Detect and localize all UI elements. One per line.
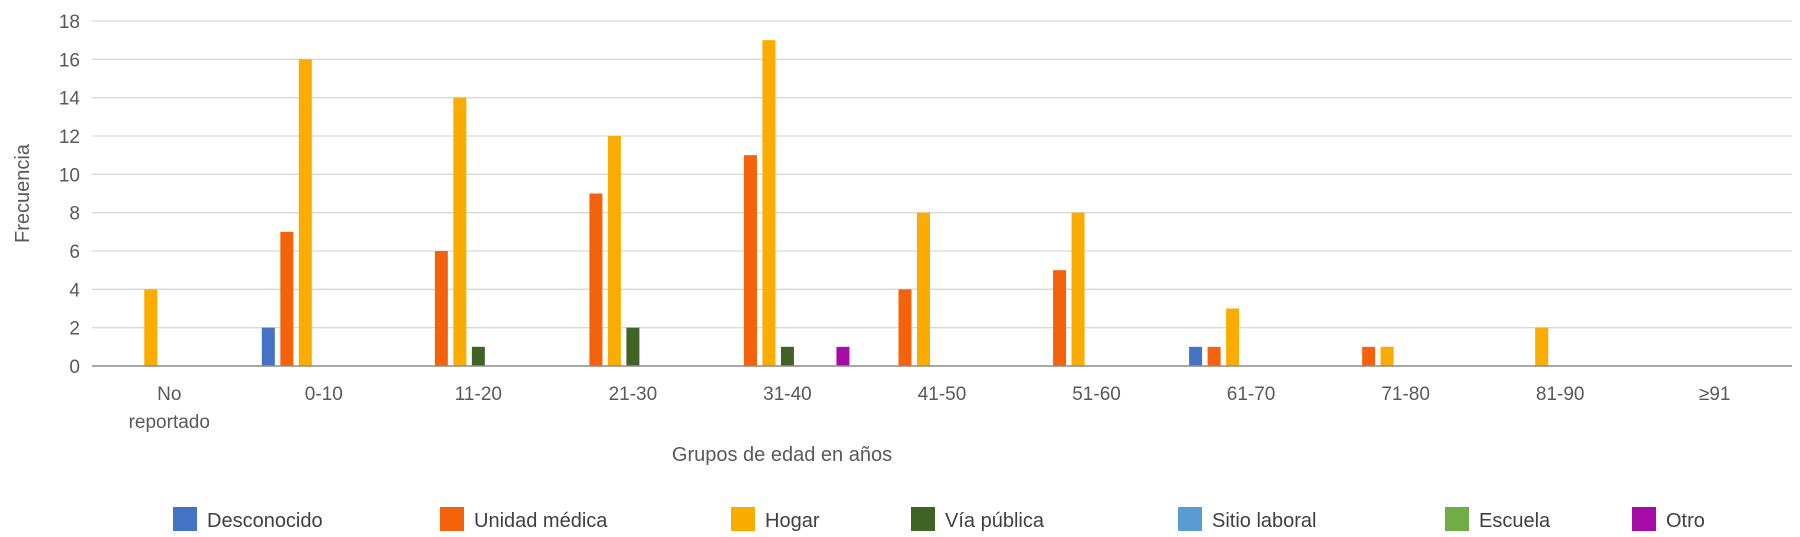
x-tick-label: 11-20 bbox=[455, 384, 502, 405]
bar-vía-pública bbox=[780, 346, 794, 366]
bar-unidad-médica bbox=[743, 155, 757, 366]
gridlines bbox=[92, 20, 1792, 329]
x-tick-label: reportado bbox=[129, 412, 210, 433]
legend-swatch bbox=[911, 507, 935, 531]
x-tick-label: 21-30 bbox=[609, 384, 658, 405]
y-axis-ticks: 0 2 4 6 8 10 12 14 16 18 bbox=[59, 12, 81, 378]
bar-hogar bbox=[144, 289, 158, 366]
y-tick-label: 12 bbox=[59, 127, 80, 148]
bar-hogar bbox=[298, 59, 312, 366]
y-tick-label: 14 bbox=[59, 89, 81, 110]
bar-hogar bbox=[453, 97, 467, 367]
y-tick-label: 18 bbox=[59, 12, 80, 33]
bar-hogar bbox=[1380, 346, 1394, 366]
bar-hogar bbox=[607, 136, 621, 366]
legend-label: Unidad médica bbox=[474, 510, 608, 532]
legend-label: Vía pública bbox=[945, 510, 1045, 532]
bar-desconocido bbox=[1189, 346, 1203, 366]
bar-unidad-médica bbox=[1362, 346, 1376, 366]
bar-unidad-médica bbox=[434, 251, 448, 366]
legend-label: Sitio laboral bbox=[1212, 510, 1317, 532]
x-tick-label: 71-80 bbox=[1381, 384, 1430, 405]
legend-swatch bbox=[1445, 507, 1469, 531]
x-tick-label: 41-50 bbox=[918, 384, 967, 405]
bar-vía-pública bbox=[626, 327, 640, 366]
legend-label: Hogar bbox=[765, 510, 820, 532]
bars bbox=[144, 40, 1549, 367]
y-tick-label: 16 bbox=[59, 50, 80, 71]
bar-hogar bbox=[762, 40, 776, 367]
legend-label: Escuela bbox=[1479, 510, 1551, 532]
bar-unidad-médica bbox=[1053, 270, 1067, 366]
legend-label: Desconocido bbox=[207, 510, 323, 532]
legend-label: Otro bbox=[1666, 510, 1705, 532]
bar-desconocido bbox=[261, 327, 275, 366]
bar-hogar bbox=[1071, 212, 1085, 366]
bar-unidad-médica bbox=[1207, 346, 1221, 366]
x-tick-label: 31-40 bbox=[763, 384, 812, 405]
y-tick-label: 4 bbox=[69, 280, 80, 301]
bar-otro bbox=[836, 346, 850, 366]
bar-unidad-médica bbox=[589, 193, 603, 366]
x-tick-label: ≥91 bbox=[1699, 384, 1731, 405]
legend-swatch bbox=[1632, 507, 1656, 531]
legend-swatch bbox=[1178, 507, 1202, 531]
bar-vía-pública bbox=[471, 346, 485, 366]
y-tick-label: 2 bbox=[69, 319, 80, 340]
legend: Desconocido Unidad médica Hogar Vía pública… bbox=[173, 507, 1705, 532]
bar-hogar bbox=[917, 212, 930, 366]
x-axis-title: Grupos de edad en años bbox=[672, 444, 892, 466]
x-tick-label: 51-60 bbox=[1072, 384, 1121, 405]
y-tick-label: 0 bbox=[69, 357, 80, 378]
x-tick-label: 81-90 bbox=[1536, 384, 1585, 405]
bar-unidad-médica bbox=[898, 289, 912, 366]
legend-swatch bbox=[440, 507, 464, 531]
x-tick-label: No bbox=[157, 384, 181, 405]
y-axis-title: Frecuencia bbox=[12, 143, 34, 243]
bar-hogar bbox=[1226, 308, 1240, 366]
x-tick-label: 61-70 bbox=[1227, 384, 1276, 405]
legend-swatch bbox=[173, 507, 197, 531]
bar-unidad-médica bbox=[280, 231, 294, 366]
legend-swatch bbox=[731, 507, 755, 531]
x-axis-ticks: No reportado 0-10 11-20 21-30 31-40 41-50 51-60… bbox=[129, 384, 1731, 433]
y-tick-label: 8 bbox=[69, 204, 80, 225]
y-tick-label: 6 bbox=[69, 242, 80, 263]
bar-hogar bbox=[1535, 327, 1549, 366]
x-tick-label: 0-10 bbox=[305, 384, 343, 405]
y-tick-label: 10 bbox=[59, 165, 80, 186]
